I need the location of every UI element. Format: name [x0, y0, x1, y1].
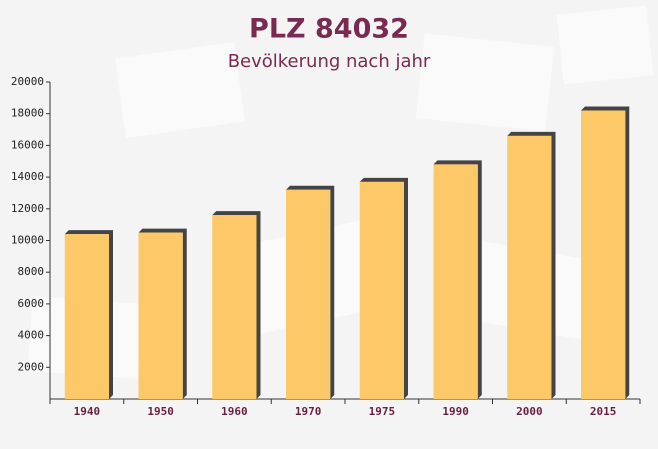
bar: [212, 215, 257, 399]
y-tick-label: 8000: [18, 265, 45, 278]
chart-subtitle: Bevölkerung nach jahr: [228, 51, 431, 72]
x-tick-label: 1960: [221, 405, 248, 418]
y-tick-label: 16000: [11, 138, 44, 151]
y-tick-label: 12000: [11, 202, 44, 215]
x-tick-label: 1970: [295, 405, 322, 418]
bar: [286, 189, 331, 399]
x-tick-label: 1990: [442, 405, 469, 418]
x-tick-label: 1940: [74, 405, 101, 418]
y-tick-label: 4000: [18, 329, 45, 342]
bar: [507, 135, 552, 399]
x-tick-label: 2015: [590, 405, 617, 418]
x-tick-label: 2000: [516, 405, 543, 418]
y-tick-label: 10000: [11, 234, 44, 247]
x-tick-label: 1975: [369, 405, 396, 418]
x-tick-label: 1950: [147, 405, 174, 418]
bar: [359, 181, 404, 399]
chart-title: PLZ 84032: [249, 14, 409, 45]
bar: [138, 232, 183, 399]
bar: [433, 164, 478, 399]
bar: [581, 110, 626, 399]
bar: [64, 234, 109, 399]
y-tick-label: 14000: [11, 170, 44, 183]
y-tick-label: 20000: [11, 75, 44, 88]
y-tick-label: 18000: [11, 107, 44, 120]
y-tick-label: 2000: [18, 360, 45, 373]
y-tick-label: 6000: [18, 297, 45, 310]
